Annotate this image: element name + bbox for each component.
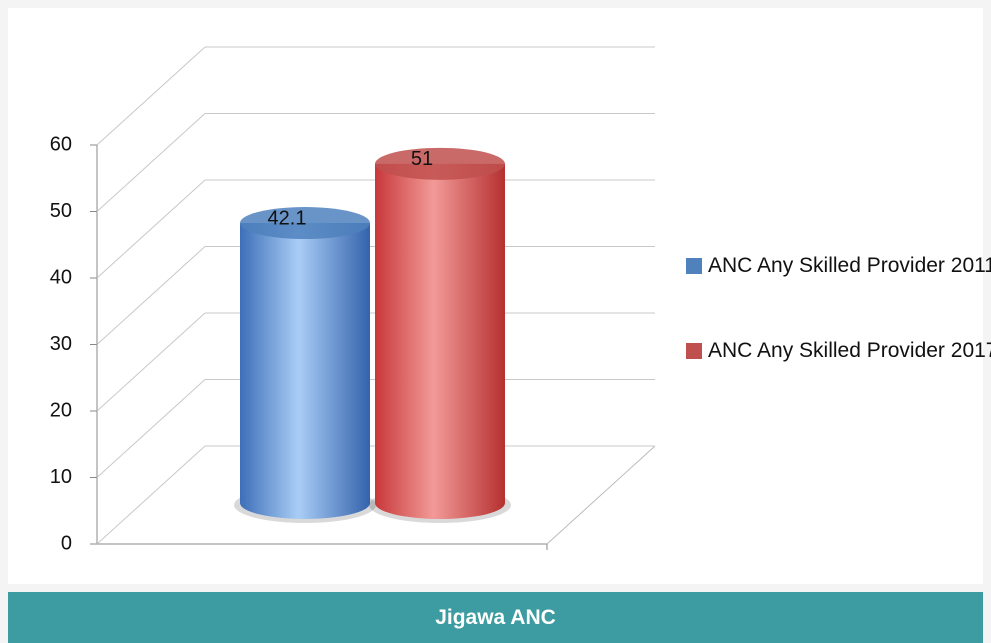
legend-label: ANC Any Skilled Provider 2011 xyxy=(708,254,991,277)
data-label: 42.1 xyxy=(268,207,307,229)
grid-line xyxy=(96,312,206,412)
y-tick-label: 50 xyxy=(50,200,72,222)
grid-line xyxy=(96,46,206,146)
grid-line xyxy=(96,246,206,345)
grid-line xyxy=(96,179,206,279)
y-tick-label: 30 xyxy=(50,333,72,355)
chart: 0 10 20 30 40 50 60 42.1 51 xyxy=(8,8,983,584)
grid-line xyxy=(96,445,206,545)
bar xyxy=(240,223,370,519)
legend-swatch xyxy=(686,343,702,359)
bar xyxy=(375,163,505,519)
grid-line xyxy=(96,113,206,212)
y-tick-label: 20 xyxy=(50,399,72,421)
legend-item: ANC Any Skilled Provider 2017 xyxy=(686,335,991,367)
y-tick-label: 10 xyxy=(50,466,72,488)
floor-edge xyxy=(546,445,656,545)
cylinder-top xyxy=(375,147,505,180)
y-tick-label: 60 xyxy=(50,133,72,155)
grid-line xyxy=(96,379,206,478)
y-tick-label: 40 xyxy=(50,266,72,288)
chart-title: Jigawa ANC xyxy=(8,592,983,643)
y-tick-label: 0 xyxy=(61,532,72,554)
cylinder-top xyxy=(240,207,370,240)
data-label: 51 xyxy=(411,148,433,170)
legend-label: ANC Any Skilled Provider 2017 xyxy=(708,339,991,362)
legend-swatch xyxy=(686,258,702,274)
legend-item: ANC Any Skilled Provider 2011 xyxy=(686,250,991,282)
